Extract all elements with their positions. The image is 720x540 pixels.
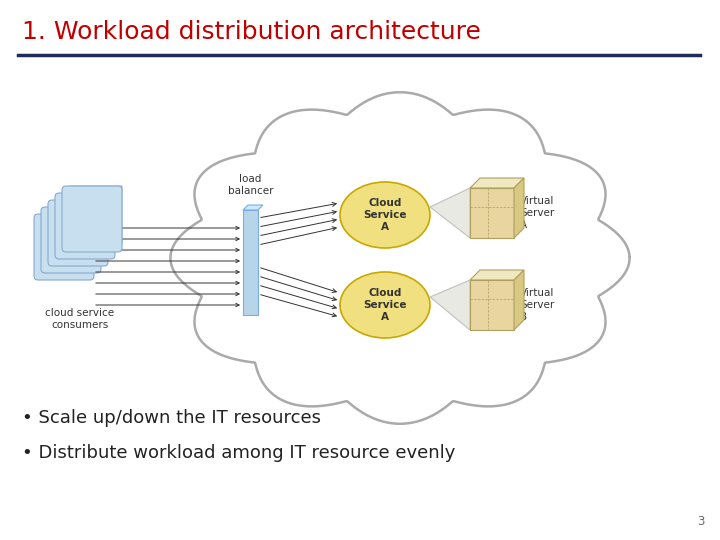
FancyBboxPatch shape (55, 193, 115, 259)
Polygon shape (104, 200, 108, 262)
Polygon shape (470, 270, 524, 280)
Polygon shape (97, 207, 101, 269)
FancyBboxPatch shape (62, 186, 122, 252)
Text: 1. Workload distribution architecture: 1. Workload distribution architecture (22, 20, 481, 44)
Text: Cloud
Service
A: Cloud Service A (364, 288, 407, 322)
Polygon shape (514, 178, 524, 238)
Text: Virtual
Server
B: Virtual Server B (520, 288, 554, 322)
Text: 3: 3 (698, 515, 705, 528)
Polygon shape (470, 188, 514, 238)
Polygon shape (52, 200, 108, 204)
Polygon shape (430, 280, 470, 330)
FancyBboxPatch shape (48, 200, 108, 266)
Polygon shape (38, 214, 94, 218)
Polygon shape (514, 270, 524, 330)
Polygon shape (118, 186, 122, 248)
Polygon shape (45, 207, 101, 211)
Polygon shape (470, 178, 524, 188)
Text: Virtual
Server
A: Virtual Server A (520, 197, 554, 230)
Polygon shape (66, 186, 122, 190)
Ellipse shape (340, 182, 430, 248)
Text: Cloud
Service
A: Cloud Service A (364, 198, 407, 232)
Polygon shape (243, 205, 263, 210)
Polygon shape (111, 193, 115, 255)
FancyBboxPatch shape (243, 210, 258, 315)
Polygon shape (59, 193, 115, 197)
Text: load
balancer: load balancer (228, 174, 274, 196)
Ellipse shape (340, 272, 430, 338)
Polygon shape (90, 214, 94, 276)
Text: • Scale up/down the IT resources: • Scale up/down the IT resources (22, 409, 321, 427)
Polygon shape (430, 188, 470, 238)
FancyBboxPatch shape (41, 207, 101, 273)
Text: • Distribute workload among IT resource evenly: • Distribute workload among IT resource … (22, 444, 455, 462)
Text: cloud service
consumers: cloud service consumers (45, 308, 114, 329)
Polygon shape (470, 280, 514, 330)
FancyBboxPatch shape (34, 214, 94, 280)
